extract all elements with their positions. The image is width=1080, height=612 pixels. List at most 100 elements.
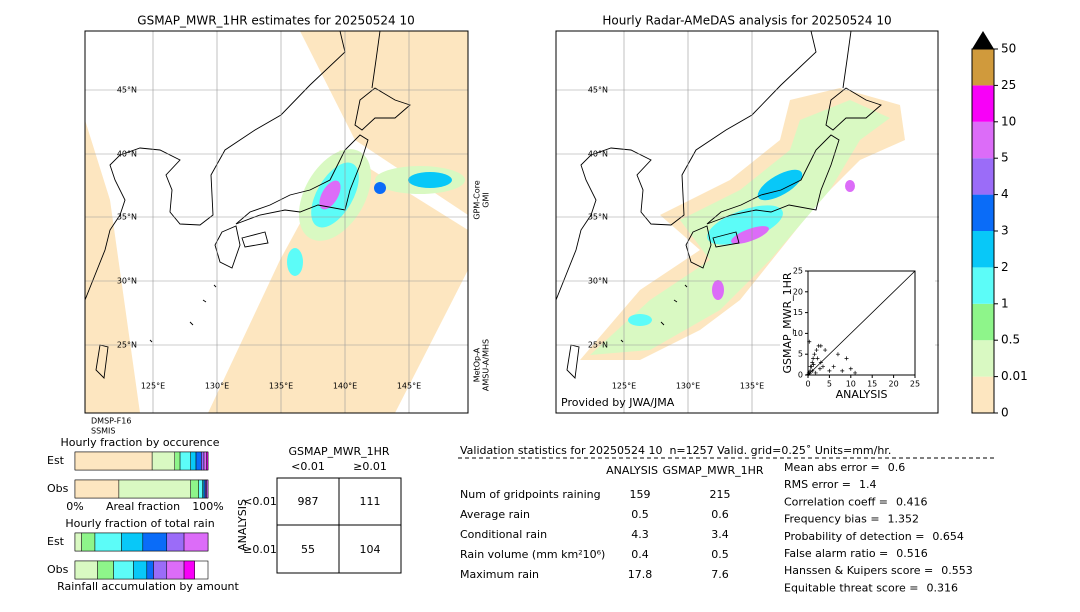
scatter-point	[831, 364, 836, 369]
bar-segment	[121, 532, 144, 552]
colorbar-segment	[972, 121, 994, 159]
lat-label: 30°N	[588, 277, 608, 286]
sensor-label: MetOp-A	[473, 347, 482, 382]
column-header: ≥0.01	[353, 460, 387, 473]
lat-label: 35°N	[117, 213, 137, 222]
score-value: 0.316	[926, 581, 958, 594]
colorbar-label: 0	[1001, 406, 1009, 420]
bar-segment	[198, 479, 203, 499]
lat-label: 40°N	[588, 150, 608, 159]
score-value: 1.352	[888, 513, 920, 526]
colorbar-segment	[972, 267, 994, 304]
scatter-point	[807, 339, 812, 344]
scatter-point	[810, 368, 815, 373]
map-frame	[555, 30, 939, 414]
row-label: Obs	[47, 563, 69, 576]
colorbar-segment	[972, 340, 994, 377]
bar-segment	[74, 532, 82, 552]
row-label: Est	[47, 535, 65, 548]
scatter-point	[848, 366, 853, 371]
score-value: 0.416	[896, 495, 928, 508]
bar-segment	[190, 479, 199, 499]
lon-label: 135°E	[269, 382, 293, 391]
map-title: Hourly Radar-AMeDAS analysis for 2025052…	[602, 14, 891, 28]
bar-segment	[203, 451, 207, 471]
score-value: 0.6	[888, 461, 906, 474]
row-label: Rain volume (mm km²10⁶)	[460, 548, 605, 561]
colorbar-segment	[972, 303, 994, 341]
colorbar-label: 25	[1001, 78, 1016, 92]
row-label: Num of gridpoints raining	[460, 488, 601, 501]
colorbar-label: 0.5	[1001, 333, 1020, 347]
score-value: 0.553	[941, 564, 973, 577]
bar-segment	[94, 532, 122, 552]
y-tick-label: 15	[793, 308, 803, 317]
y-tick-label: 20	[793, 287, 803, 296]
score-label: Frequency bias =	[784, 513, 880, 526]
bar-segment	[113, 560, 134, 580]
bar-segment	[206, 451, 209, 471]
colorbar-segment	[972, 376, 994, 413]
scatter-point	[807, 371, 812, 376]
colorbar-label: 5	[1001, 151, 1009, 165]
score-value: 1.4	[859, 478, 877, 491]
scatter-point	[817, 366, 822, 371]
lat-label: 45°N	[588, 86, 608, 95]
sensor-label: DMSP-F16	[91, 417, 131, 426]
contingency-title: GSMAP_MWR_1HR	[288, 445, 389, 458]
credit: Provided by JWA/JMA	[561, 396, 675, 409]
bar-segment	[81, 532, 96, 552]
score-label: Correlation coeff =	[784, 495, 888, 508]
lat-label: 40°N	[117, 150, 137, 159]
bar-segment	[142, 532, 168, 552]
scatter-point	[827, 368, 832, 373]
lon-label: 130°E	[205, 382, 229, 391]
row-title: ANALYSIS	[236, 499, 249, 551]
bar-segment	[118, 479, 191, 499]
colorbar-segment	[972, 85, 994, 122]
map-title: GSMAP_MWR_1HR estimates for 20250524 10	[137, 14, 414, 28]
fraction-title: Hourly fraction of total rain	[65, 517, 214, 530]
sensor-label: GPM-Core	[473, 180, 482, 219]
lat-label: 45°N	[117, 86, 137, 95]
scatter-point	[811, 356, 816, 361]
cell: 3.4	[711, 528, 729, 541]
scatter-point	[823, 348, 828, 353]
cell: 55	[301, 543, 315, 556]
x-tick-label: 5	[827, 380, 832, 389]
bar-segment	[153, 560, 168, 580]
lat-label: 25°N	[588, 341, 608, 350]
scatter-point	[818, 343, 823, 348]
y-tick-label: 25	[793, 267, 803, 276]
colorbar-label: 3	[1001, 224, 1009, 238]
bar-segment	[190, 451, 197, 471]
column-header: ANALYSIS	[606, 464, 658, 477]
colorbar-segment	[972, 231, 994, 268]
scatter-point	[815, 356, 820, 361]
sensor-label: GMI	[482, 192, 491, 207]
scatter-point	[810, 360, 815, 365]
colorbar-extend	[972, 31, 994, 49]
colorbar-segment	[972, 49, 994, 86]
colorbar-label: 50	[1001, 42, 1016, 56]
inset-background	[780, 263, 935, 408]
x-tick-label: 25	[910, 380, 920, 389]
column-header: GSMAP_MWR_1HR	[662, 464, 763, 477]
lon-label: 125°E	[141, 382, 165, 391]
scatter-point	[818, 360, 823, 365]
bar-segment	[201, 451, 205, 471]
colorbar-label: 0.01	[1001, 369, 1028, 383]
x-tick-label: 20	[889, 380, 899, 389]
score-label: RMS error =	[784, 478, 851, 491]
scatter-point	[820, 364, 825, 369]
cell: 0.5	[711, 548, 729, 561]
sensor-label: SSMIS	[91, 427, 116, 436]
cell: 7.6	[711, 568, 729, 581]
bar-segment	[206, 479, 209, 499]
axis-tick-label: 0%	[66, 500, 83, 513]
bar-segment	[97, 560, 114, 580]
fraction-title: Hourly fraction by occurence	[61, 436, 220, 449]
cell: 0.4	[631, 548, 649, 561]
axis-tick-label: 100%	[192, 500, 223, 513]
bar-segment	[166, 560, 185, 580]
